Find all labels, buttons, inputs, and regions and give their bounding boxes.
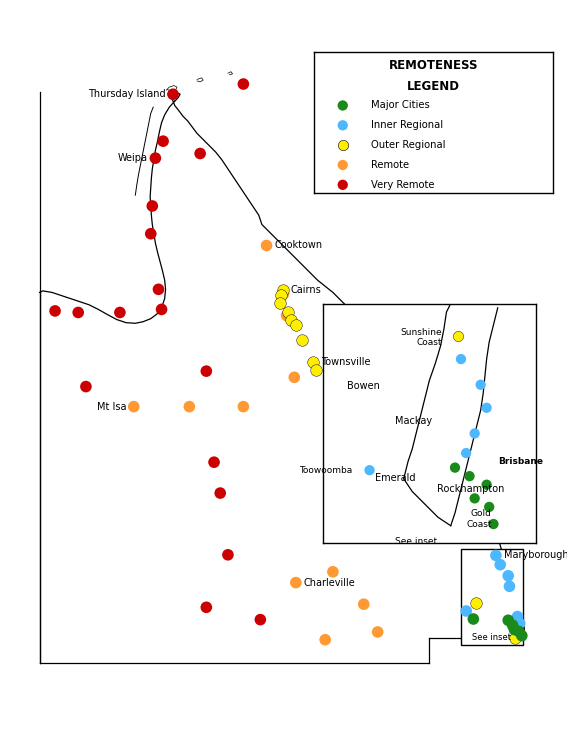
Text: Charleville: Charleville bbox=[303, 578, 356, 588]
Point bbox=[290, 372, 299, 383]
Point bbox=[514, 625, 523, 637]
Point bbox=[472, 597, 481, 608]
Point bbox=[469, 613, 478, 625]
Point bbox=[159, 136, 168, 147]
Text: Cairns: Cairns bbox=[290, 285, 321, 295]
Point bbox=[362, 472, 371, 484]
Text: Rockhampton: Rockhampton bbox=[437, 485, 504, 494]
Text: Maryborough: Maryborough bbox=[503, 550, 567, 561]
Text: Thursday Island: Thursday Island bbox=[88, 89, 165, 99]
Text: Emerald: Emerald bbox=[375, 474, 415, 483]
Text: Bowen: Bowen bbox=[347, 380, 380, 391]
Point bbox=[298, 334, 307, 346]
Point bbox=[146, 228, 155, 240]
Text: Cooktown: Cooktown bbox=[274, 240, 323, 251]
Point bbox=[239, 401, 248, 413]
Point bbox=[185, 401, 194, 413]
Point bbox=[350, 450, 359, 462]
Point bbox=[282, 310, 291, 322]
Point bbox=[287, 314, 296, 325]
Point bbox=[503, 570, 513, 582]
Point bbox=[505, 581, 514, 592]
Point bbox=[503, 614, 513, 626]
Point bbox=[256, 614, 265, 625]
Text: Mt Isa: Mt Isa bbox=[96, 402, 126, 412]
Text: See inset: See inset bbox=[472, 633, 511, 643]
Text: Weipa: Weipa bbox=[118, 153, 147, 163]
Point bbox=[513, 611, 522, 622]
Point bbox=[157, 303, 166, 315]
Point bbox=[359, 598, 369, 610]
Point bbox=[382, 415, 391, 427]
Point bbox=[154, 284, 163, 295]
Point bbox=[311, 364, 320, 376]
Point bbox=[210, 457, 219, 468]
Point bbox=[510, 624, 519, 636]
Point bbox=[115, 306, 124, 318]
Point bbox=[510, 633, 519, 644]
Point bbox=[168, 89, 177, 100]
Point bbox=[492, 550, 501, 561]
Point bbox=[291, 319, 301, 331]
Point bbox=[308, 356, 318, 368]
Point bbox=[148, 200, 157, 212]
Point bbox=[129, 401, 138, 413]
Point bbox=[335, 380, 344, 391]
Point bbox=[279, 288, 288, 300]
Point bbox=[462, 605, 471, 617]
Point bbox=[82, 380, 91, 392]
Point bbox=[508, 619, 517, 631]
Point bbox=[239, 78, 248, 90]
Point bbox=[223, 549, 232, 561]
Point bbox=[373, 626, 382, 638]
Point bbox=[196, 147, 205, 159]
Point bbox=[356, 460, 365, 471]
Point bbox=[291, 577, 301, 589]
Point bbox=[151, 152, 160, 164]
Point bbox=[276, 298, 285, 309]
Point bbox=[428, 494, 437, 506]
Point bbox=[365, 520, 374, 531]
Point bbox=[425, 484, 434, 496]
Point bbox=[353, 487, 362, 499]
Point bbox=[215, 487, 225, 499]
Point bbox=[321, 634, 330, 646]
Point bbox=[74, 306, 83, 318]
Text: Townsville: Townsville bbox=[320, 357, 370, 367]
Point bbox=[277, 290, 286, 301]
Point bbox=[278, 284, 287, 296]
Point bbox=[50, 305, 60, 317]
Point bbox=[202, 601, 211, 613]
Point bbox=[328, 566, 337, 578]
Point bbox=[517, 630, 526, 641]
Point bbox=[202, 365, 211, 377]
Text: Mackay: Mackay bbox=[395, 416, 431, 426]
Point bbox=[262, 240, 271, 251]
Point bbox=[284, 306, 293, 318]
Point bbox=[515, 617, 524, 629]
Point bbox=[431, 504, 440, 516]
Point bbox=[496, 559, 505, 570]
Bar bbox=[461, 549, 523, 645]
